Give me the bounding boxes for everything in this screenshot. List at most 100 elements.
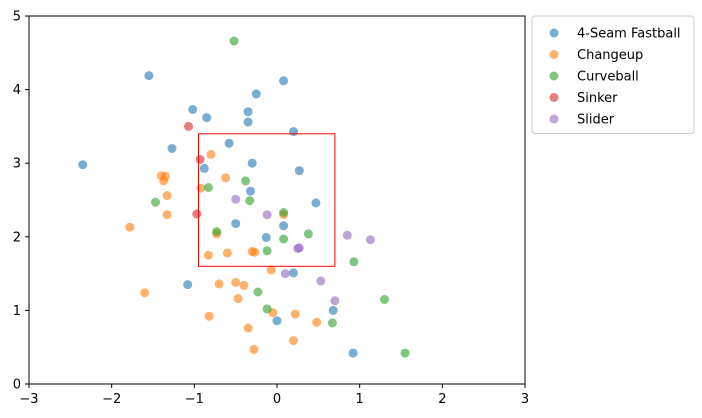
data-point — [328, 305, 338, 315]
data-point — [279, 208, 289, 217]
data-point — [272, 316, 282, 326]
data-point — [204, 311, 214, 321]
data-point — [162, 191, 172, 201]
data-point — [250, 247, 260, 257]
x-tick-label: 3 — [521, 392, 529, 407]
data-point — [266, 265, 276, 275]
data-point — [195, 155, 205, 164]
data-point — [199, 163, 209, 173]
legend-label: Sinker — [577, 91, 618, 106]
x-tick-label: −2 — [102, 392, 121, 407]
data-point — [125, 222, 135, 232]
legend: 4-Seam Fastball Changeup Curveball Sinker Sl… — [531, 15, 695, 134]
y-tick-label: 0 — [13, 378, 21, 393]
legend-marker — [549, 28, 559, 38]
x-tick-label: −1 — [185, 392, 204, 407]
data-point — [365, 235, 375, 245]
data-point — [253, 287, 263, 297]
data-point — [229, 36, 239, 46]
data-point — [303, 229, 313, 239]
data-point — [231, 277, 241, 287]
data-point — [243, 107, 253, 117]
data-point — [289, 336, 298, 346]
legend-label: Changeup — [577, 48, 643, 63]
data-point — [246, 186, 255, 196]
x-tick-label: −3 — [19, 392, 38, 407]
data-points-layer — [78, 36, 410, 358]
legend-marker — [549, 114, 559, 124]
data-point — [188, 105, 198, 114]
strike-zone-rectangle — [198, 133, 336, 267]
plot-area-frame — [28, 15, 526, 385]
data-point — [203, 183, 213, 192]
data-point — [159, 176, 169, 186]
data-point — [206, 149, 216, 159]
data-point — [262, 246, 272, 256]
legend-label: Curveball — [577, 70, 639, 85]
legend-box — [531, 15, 695, 134]
data-point — [247, 158, 257, 168]
x-tick-label: 0 — [273, 392, 281, 407]
data-point — [262, 210, 272, 220]
y-tick-label: 3 — [13, 157, 21, 172]
y-tick-label: 2 — [13, 230, 21, 245]
data-point — [192, 209, 202, 219]
data-point — [212, 227, 222, 237]
data-point — [241, 176, 251, 186]
legend-marker — [549, 50, 559, 59]
data-point — [289, 268, 298, 278]
data-point — [78, 160, 88, 170]
data-point — [222, 248, 232, 258]
data-point — [290, 309, 300, 319]
data-point — [231, 219, 241, 229]
data-point — [289, 127, 298, 137]
data-point — [262, 304, 272, 314]
data-point — [251, 89, 261, 99]
data-point — [245, 196, 255, 206]
y-tick-label: 1 — [13, 304, 21, 319]
data-point — [311, 198, 321, 208]
data-point — [342, 230, 352, 240]
data-point — [316, 276, 326, 286]
legend-label: 4-Seam Fastball — [577, 27, 681, 42]
data-point — [293, 244, 303, 254]
data-point — [294, 166, 304, 176]
legend-label: Slider — [577, 113, 615, 128]
data-point — [214, 279, 224, 289]
data-point — [162, 210, 172, 220]
data-point — [261, 233, 271, 242]
data-point — [249, 344, 259, 354]
data-point — [279, 76, 289, 86]
data-point — [312, 317, 322, 327]
data-point — [140, 288, 150, 298]
data-point — [233, 294, 243, 304]
y-tick-label: 4 — [13, 83, 21, 98]
x-tick-label: 1 — [356, 392, 364, 407]
data-point — [279, 234, 289, 244]
data-point — [349, 257, 359, 267]
data-point — [280, 269, 290, 279]
data-point — [167, 144, 177, 153]
data-point — [231, 194, 241, 204]
data-point — [144, 71, 154, 81]
data-point — [400, 348, 410, 358]
data-point — [330, 296, 340, 306]
data-point — [348, 348, 358, 358]
x-tick-label: 2 — [438, 392, 446, 407]
data-point — [202, 113, 212, 123]
y-axis: 0 1 2 3 4 5 — [13, 10, 29, 393]
data-point — [151, 197, 160, 207]
data-point — [380, 294, 389, 304]
data-point — [224, 138, 234, 148]
data-point — [243, 323, 253, 333]
data-point — [327, 318, 337, 328]
data-point — [239, 280, 249, 290]
y-tick-label: 5 — [13, 10, 21, 25]
legend-marker — [549, 71, 559, 81]
legend-marker — [549, 93, 559, 102]
data-point — [203, 250, 213, 260]
data-point — [279, 221, 289, 231]
data-point — [243, 117, 253, 127]
data-point — [184, 121, 193, 131]
